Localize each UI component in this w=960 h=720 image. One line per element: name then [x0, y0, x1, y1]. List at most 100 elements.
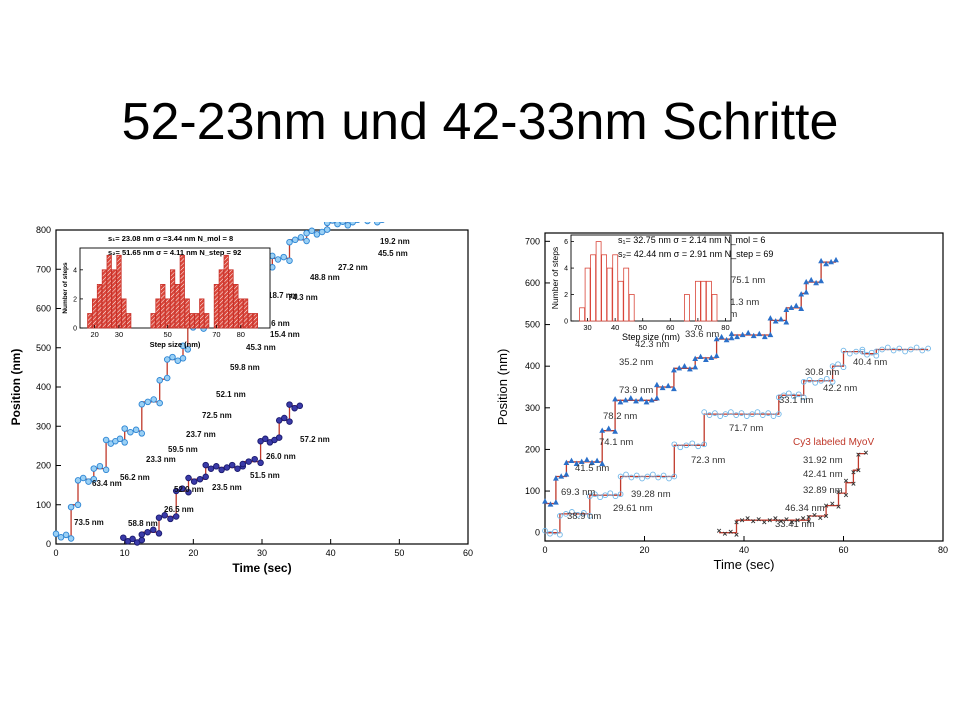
data-point	[150, 526, 157, 534]
data-point	[896, 345, 903, 352]
data-point	[563, 511, 569, 517]
data-point	[708, 354, 715, 360]
y-tick-label: 0	[46, 539, 51, 549]
data-point	[599, 460, 606, 466]
data-point	[67, 535, 75, 542]
data-point	[127, 428, 134, 436]
data-point	[712, 410, 718, 416]
data-point	[806, 514, 811, 520]
data-point	[706, 412, 713, 418]
data-point	[594, 457, 601, 463]
x-tick-label: 20	[188, 548, 198, 558]
inset-bar	[228, 269, 234, 329]
data-point	[686, 366, 693, 372]
step-label: 30.8 nm	[805, 367, 839, 378]
data-point	[163, 374, 171, 382]
data-point	[728, 334, 735, 341]
data-point	[795, 391, 802, 398]
inset-bar	[111, 269, 117, 329]
inset-x-tick-label: 50	[639, 323, 647, 332]
data-point	[607, 490, 614, 497]
data-point	[633, 398, 639, 404]
x-tick-label: 20	[639, 545, 649, 555]
step-label: 63.4 nm	[92, 479, 122, 488]
y-tick-label: 400	[525, 361, 540, 371]
series-2	[542, 344, 931, 538]
data-point	[167, 515, 174, 523]
inset-bar	[165, 298, 171, 329]
step-label: 59.5 nm	[168, 445, 198, 454]
inset-bar	[96, 284, 103, 329]
inset-bar	[174, 284, 180, 329]
inset-bar	[606, 267, 613, 322]
data-point	[692, 364, 699, 370]
data-point	[102, 436, 110, 444]
data-point	[665, 382, 672, 389]
data-point	[873, 352, 880, 359]
data-point	[245, 458, 252, 465]
inset-legend-line: s₂= 42.44 nm σ = 2.91 nm N_step = 69	[618, 249, 773, 259]
inset-bar	[218, 269, 224, 329]
data-point	[184, 346, 192, 353]
data-point	[785, 390, 792, 397]
inset-bar	[169, 269, 176, 329]
inset-y-axis-label: Number of steps	[550, 247, 560, 309]
step-label: 71.7 nm	[729, 423, 763, 434]
data-point	[172, 513, 180, 520]
data-point	[296, 402, 304, 410]
inset-legend-line: s₁= 32.75 nm σ = 2.14 nm N_mol = 6	[618, 235, 765, 245]
inset-bar	[116, 254, 122, 329]
data-point	[339, 222, 346, 225]
series-step-line	[123, 405, 300, 541]
step-label: 23.3 nm	[146, 455, 176, 464]
data-point	[179, 355, 187, 362]
data-point	[185, 488, 192, 496]
x-tick-label: 0	[542, 545, 547, 555]
data-point	[790, 393, 797, 400]
data-point	[202, 461, 209, 469]
data-point	[907, 346, 914, 353]
inset-histogram: 30 40 50 60 70 80 0 2 4 6 Step size (nm) Number of …	[550, 234, 773, 342]
data-point	[648, 397, 655, 403]
data-point	[138, 531, 146, 538]
data-point	[617, 473, 624, 480]
data-point	[589, 459, 595, 465]
data-point	[759, 412, 766, 418]
data-point	[925, 345, 931, 352]
data-point	[612, 396, 619, 402]
data-point	[323, 222, 331, 227]
inset-y-tick-label: 2	[564, 292, 568, 299]
data-point	[623, 471, 629, 478]
data-point	[569, 509, 575, 515]
step-label: 51.5 nm	[250, 471, 280, 480]
step-label: 31.3 nm	[725, 297, 759, 308]
y-tick-label: 400	[36, 382, 51, 392]
data-point	[836, 489, 841, 495]
inset-bar	[242, 298, 249, 329]
data-point	[919, 347, 926, 354]
data-point	[783, 306, 790, 312]
data-point	[813, 279, 820, 286]
data-point	[67, 503, 75, 511]
y-tick-label: 500	[525, 320, 540, 330]
data-point	[568, 457, 575, 463]
data-point	[734, 333, 741, 340]
data-point	[90, 465, 98, 472]
inset-bar	[590, 254, 596, 322]
data-point	[856, 468, 861, 473]
data-point	[778, 519, 784, 524]
data-point	[713, 352, 720, 358]
step-label: 42.2 nm	[823, 383, 857, 394]
data-point	[722, 411, 729, 417]
data-point	[800, 516, 806, 521]
inset-bar	[579, 307, 585, 322]
data-point	[79, 474, 87, 482]
data-point	[586, 493, 593, 500]
inset-bar	[179, 254, 185, 329]
inset-bar	[213, 284, 219, 329]
y-tick-label: 800	[36, 225, 51, 235]
inset-histogram: 20 30 50 70 80 0 2 4 Step size (nm) Number of ste…	[62, 234, 271, 349]
y-tick-label: 500	[36, 343, 51, 353]
step-label: 29.61 nm	[613, 503, 653, 514]
data-point	[677, 444, 684, 451]
